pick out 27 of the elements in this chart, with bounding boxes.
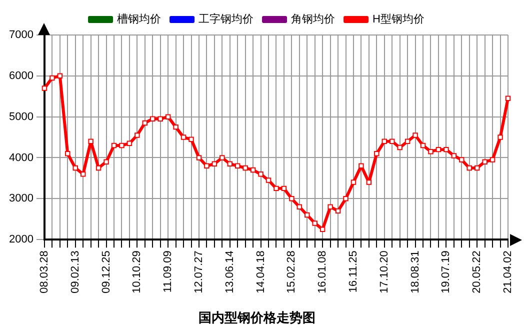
legend-label: 槽钢均价 <box>117 14 162 26</box>
x-tick-label: 10.10.29 <box>131 250 144 294</box>
x-tick-label: 18.08.31 <box>409 250 422 294</box>
x-tick-label: 13.06.14 <box>224 250 236 294</box>
x-tick-label: 17.10.20 <box>378 250 390 294</box>
x-tick-label: 09.02.13 <box>69 250 82 294</box>
x-tick-label: 09.12.25 <box>100 250 112 294</box>
legend-label: H型钢均价 <box>372 14 424 26</box>
x-tick-label: 14.04.18 <box>254 250 267 294</box>
x-tick-label: 21.04.02 <box>502 250 514 294</box>
y-tick-label: 7000 <box>8 29 34 42</box>
y-tick-label: 4000 <box>8 152 34 164</box>
x-tick-label: 11.09.09 <box>162 250 174 293</box>
y-tick-label: 6000 <box>8 70 34 82</box>
x-tick-label: 20.05.22 <box>471 250 484 294</box>
text: 国内型钢价格走势图 <box>198 310 316 325</box>
x-tick-label: 12.07.27 <box>193 250 206 294</box>
y-tick-label: 3000 <box>8 192 34 205</box>
x-tick-label: 19.07.19 <box>440 250 452 294</box>
legend-label: 工字钢均价 <box>198 12 254 26</box>
y-tick-label: 2000 <box>8 234 34 246</box>
y-tick-label: 5000 <box>8 110 34 123</box>
x-tick-label: 15.02.28 <box>286 250 298 294</box>
x-tick-label: 16.01.08 <box>316 250 329 294</box>
legend-label: 角钢均价 <box>291 14 336 26</box>
x-tick-label: 08.03.28 <box>38 250 50 294</box>
x-tick-label: 16.11.25 <box>348 250 360 293</box>
